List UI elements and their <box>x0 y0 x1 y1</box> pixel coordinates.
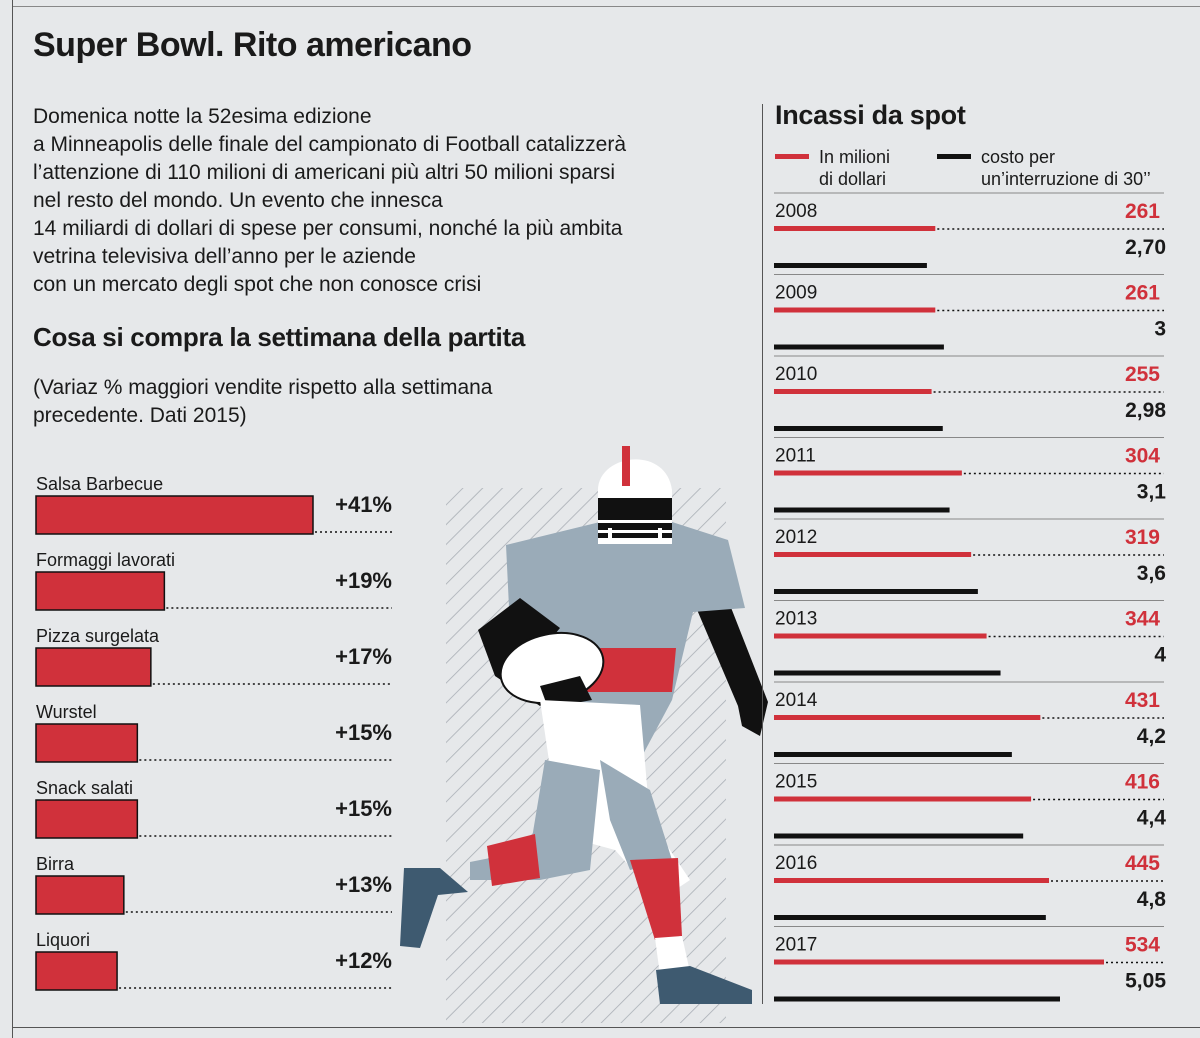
bar-value-label: +13% <box>335 872 392 897</box>
legend-black-swatch <box>937 154 971 159</box>
bar-category-label: Snack salati <box>36 778 133 798</box>
bar <box>35 647 152 687</box>
intro-line: 14 miliardi di dollari di spese per cons… <box>33 217 623 240</box>
page-title: Super Bowl. Rito americano <box>33 26 472 64</box>
front-sock <box>630 858 682 940</box>
column-divider <box>762 104 763 1004</box>
bar <box>35 951 118 991</box>
legend-red-swatch <box>775 154 809 159</box>
bar <box>35 571 166 611</box>
bar-value-label: +15% <box>335 796 392 821</box>
intro-line: l’attenzione di 110 milioni di americani… <box>33 161 616 184</box>
legend-red-line: di dollari <box>819 169 887 189</box>
bar <box>35 495 314 535</box>
front-shoe <box>656 966 752 1004</box>
bar-category-label: Formaggi lavorati <box>36 550 175 570</box>
bar-value-label: +41% <box>335 492 392 517</box>
left-chart-title: Cosa si compra la settimana della partit… <box>33 322 525 352</box>
intro-line: con un mercato degli spot che non conosc… <box>33 273 482 296</box>
intro-line: nel resto del mondo. Un evento che innes… <box>33 189 443 212</box>
note-line: (Variaz % maggiori vendite rispetto alla… <box>33 376 493 399</box>
back-leg <box>470 760 600 880</box>
bar-category-label: Liquori <box>36 930 90 950</box>
bar-value-label: +19% <box>335 568 392 593</box>
front-leg <box>600 760 672 870</box>
front-shin <box>655 936 690 975</box>
note-line: precedente. Dati 2015) <box>33 404 247 427</box>
bar-value-label: +15% <box>335 720 392 745</box>
bar-value-label: +12% <box>335 948 392 973</box>
legend-black-line: un’interruzione di 30’’ <box>981 169 1151 189</box>
bar-category-label: Pizza surgelata <box>36 626 160 646</box>
back-shoe <box>400 868 468 948</box>
legend-red-line: In milioni <box>819 147 891 167</box>
bar <box>35 723 139 763</box>
bar-value-label: +17% <box>335 644 392 669</box>
hand <box>540 676 592 708</box>
bar <box>35 799 139 839</box>
left-rule <box>12 0 13 1038</box>
bar-category-label: Birra <box>36 854 75 874</box>
right-chart-title: Incassi da spot <box>775 100 966 130</box>
bar-category-label: Salsa Barbecue <box>36 474 163 494</box>
bar-category-label: Wurstel <box>36 702 97 722</box>
intro-line: a Minneapolis delle finale del campionat… <box>33 133 627 156</box>
intro-line: Domenica notte la 52esima edizione <box>33 105 372 128</box>
legend-black-line: costo per <box>981 147 1056 167</box>
left-chart-note: (Variaz % maggiori vendite rispetto alla… <box>33 374 593 430</box>
bar <box>35 875 125 915</box>
right-arm <box>695 605 768 736</box>
sales-bar-chart: Salsa Barbecue +41% Formaggi lavorati +19% P… <box>35 474 392 991</box>
back-sock <box>487 834 540 886</box>
intro-text: Domenica notte la 52esima edizione a Min… <box>33 103 733 299</box>
top-rule <box>12 6 1200 7</box>
bottom-rule <box>12 1027 1200 1028</box>
intro-line: vetrina televisiva dell’anno per le azie… <box>33 245 416 268</box>
helmet-stripe <box>622 446 630 486</box>
